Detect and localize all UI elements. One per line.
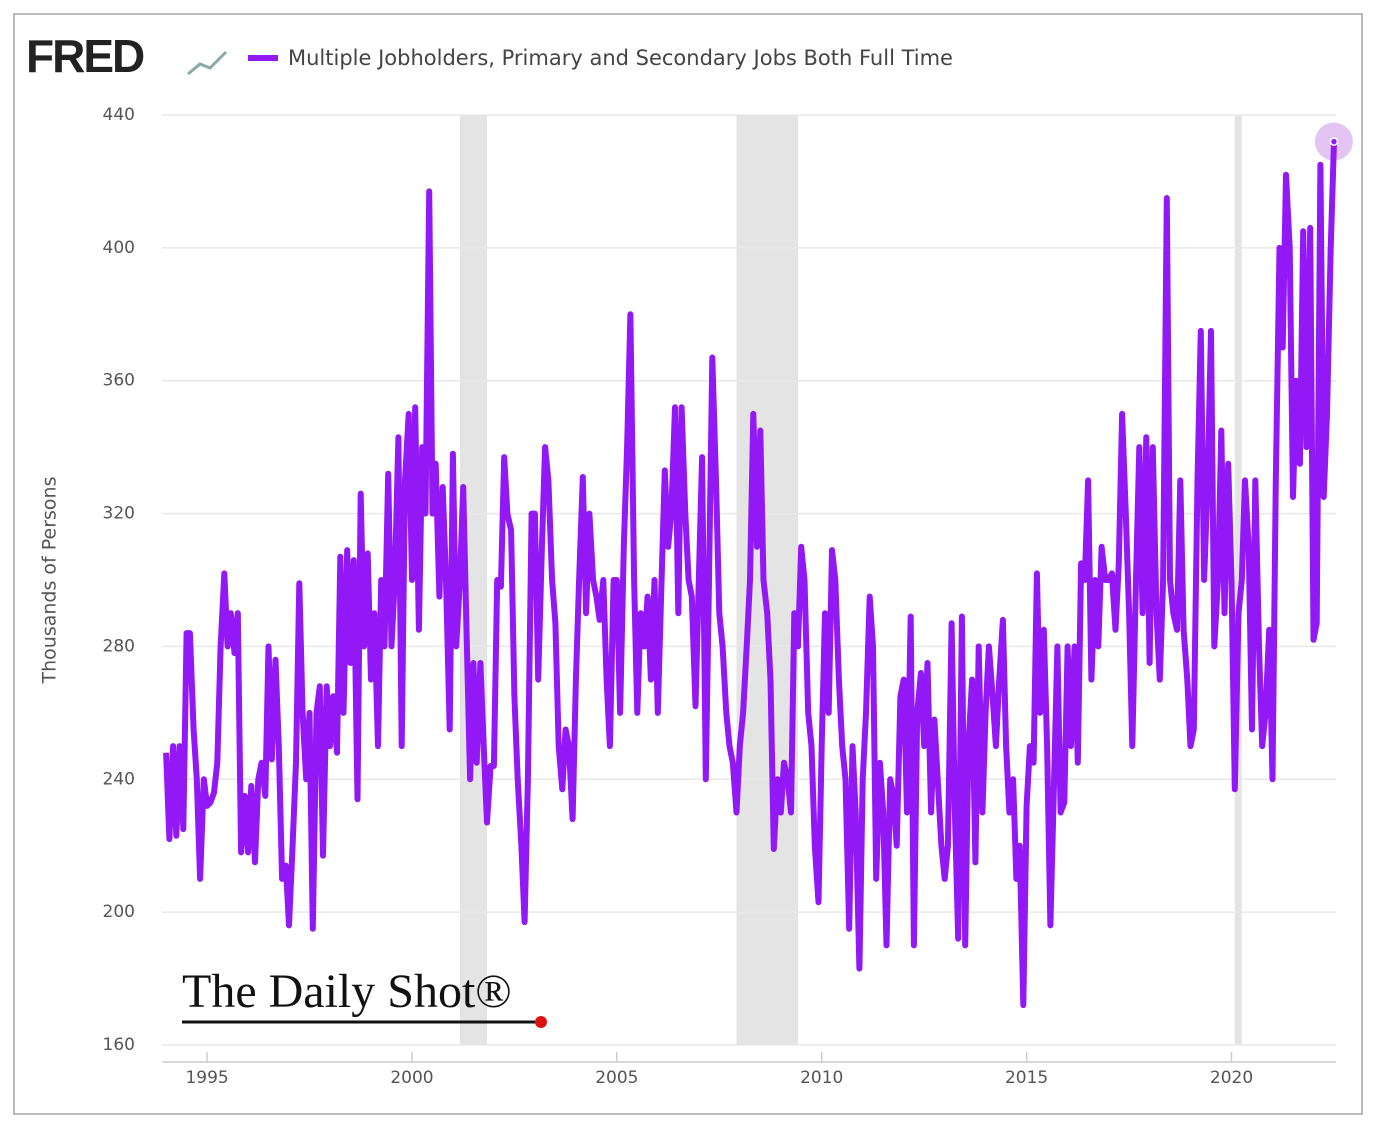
y-tick-label: 240 — [103, 769, 135, 789]
logo: FRED — [26, 30, 144, 82]
x-tick-label: 2005 — [595, 1068, 638, 1088]
y-tick-label: 400 — [103, 238, 135, 258]
y-tick-label: 440 — [103, 105, 135, 125]
recession-band — [1234, 115, 1242, 1045]
y-tick-label: 160 — [103, 1035, 135, 1055]
watermark: The Daily Shot® — [182, 965, 512, 1018]
series-line — [163, 141, 1337, 1009]
x-tick-label: 2020 — [1210, 1068, 1253, 1088]
watermark-dot — [535, 1016, 547, 1028]
end-point — [1329, 137, 1339, 146]
x-tick-label: 2015 — [1005, 1068, 1048, 1088]
x-tick-label: 1995 — [185, 1068, 228, 1088]
legend-label: Multiple Jobholders, Primary and Seconda… — [288, 46, 953, 70]
y-tick-label: 320 — [103, 504, 135, 524]
x-tick-label: 2010 — [800, 1068, 843, 1088]
y-axis-label: Thousands of Persons — [39, 477, 61, 685]
y-tick-label: 360 — [103, 371, 135, 391]
logo-icon — [187, 50, 228, 76]
y-tick-label: 280 — [103, 636, 135, 656]
recession-band — [736, 115, 798, 1045]
x-tick-label: 2000 — [390, 1068, 433, 1088]
y-tick-label: 200 — [103, 902, 135, 922]
